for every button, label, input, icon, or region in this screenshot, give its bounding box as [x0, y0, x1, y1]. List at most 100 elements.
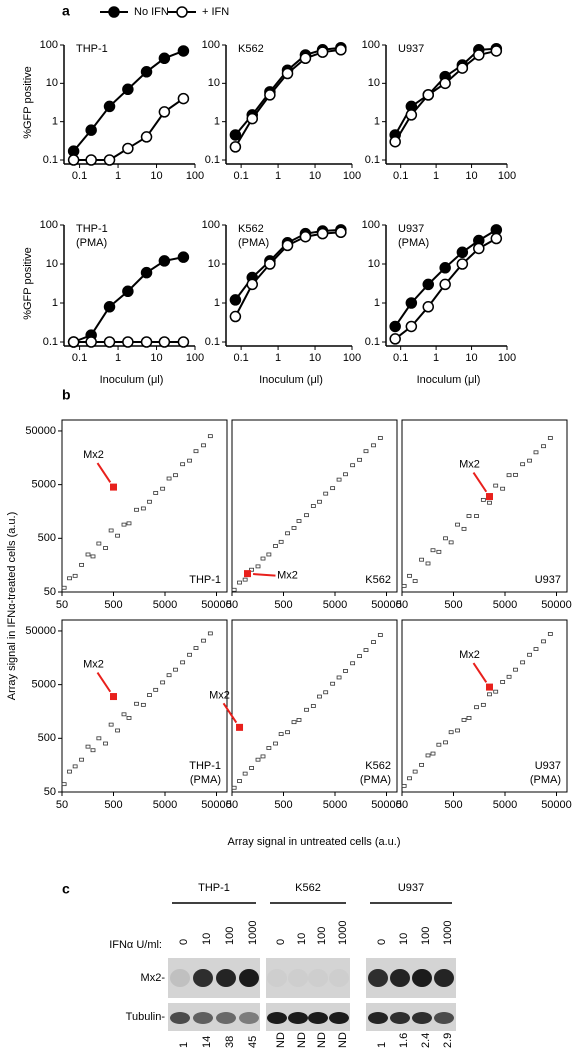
marker [473, 49, 485, 61]
quantification: ND [296, 1032, 308, 1048]
point [436, 549, 442, 554]
marker [229, 141, 242, 153]
x-tick-label: 10 [465, 170, 477, 182]
y-tick-label: 100 [362, 219, 380, 231]
point [207, 434, 213, 439]
point [401, 583, 407, 588]
marker [122, 285, 134, 298]
marker [490, 232, 503, 245]
marker [264, 89, 276, 101]
point [296, 519, 302, 523]
point [377, 436, 383, 440]
x-tick-label: 100 [186, 352, 204, 364]
x-tick-label: 500 [444, 599, 462, 611]
plot-title: THP-1 [76, 223, 108, 235]
marker [490, 45, 503, 57]
x-tick-label: 50000 [371, 599, 402, 611]
marker [405, 297, 418, 309]
point [520, 660, 526, 665]
x-tick-label: 10 [465, 352, 477, 364]
marker [389, 320, 401, 333]
legend-marker [176, 6, 188, 18]
point [480, 702, 486, 707]
plot-title: U937 [398, 43, 424, 55]
y-tick-label: 0.1 [43, 154, 58, 166]
marker [177, 45, 190, 57]
point [207, 631, 213, 636]
y-tick-label: 1 [52, 297, 58, 309]
point [67, 769, 72, 774]
marker [473, 242, 485, 255]
point [304, 513, 309, 518]
y-tick-label: 1 [374, 297, 380, 309]
band [216, 1012, 236, 1024]
point [115, 533, 120, 538]
x-tick-label: 1 [433, 352, 439, 364]
x-tick-label: 50 [56, 599, 68, 611]
quantification: 2.9 [442, 1033, 454, 1048]
point [242, 577, 248, 582]
y-tick-label: 50000 [25, 625, 56, 637]
point [72, 764, 78, 769]
highlight-label: Mx2 [277, 570, 298, 582]
x-tick-label: 100 [498, 170, 516, 182]
plot-title: THP-1 [76, 43, 108, 55]
point [291, 720, 297, 725]
band [434, 969, 454, 987]
x-tick-label: 500 [274, 799, 292, 811]
y-axis-label: %GFP positive [22, 66, 34, 139]
y-tick-label: 5000 [32, 479, 56, 491]
point [237, 580, 242, 585]
x-tick-label: 10 [150, 170, 162, 182]
band [170, 969, 190, 987]
point [317, 499, 322, 504]
dose-label: 10 [398, 933, 410, 945]
point [61, 782, 67, 787]
point [304, 707, 309, 712]
point [260, 754, 266, 759]
dose-label: 1000 [337, 921, 349, 945]
point [108, 528, 114, 533]
highlight-point [236, 723, 244, 731]
band [434, 1012, 454, 1024]
y-tick-label: 50 [44, 786, 56, 798]
point [121, 522, 127, 527]
point [466, 716, 472, 720]
y-axis-label: %GFP positive [22, 247, 34, 320]
highlight-point [485, 493, 493, 501]
band [267, 1012, 287, 1024]
point [533, 450, 539, 455]
x-axis-label: Inoculum (μl) [100, 374, 164, 386]
marker [177, 251, 190, 263]
highlight-point [109, 693, 117, 701]
plot-title: U937 [535, 574, 561, 586]
point [547, 436, 553, 440]
series-line [234, 48, 342, 148]
point [278, 539, 284, 544]
quantification: 14 [201, 1036, 213, 1048]
legend-label: No IFN [134, 6, 169, 18]
point [242, 771, 248, 776]
highlight-point [109, 483, 117, 491]
marker [140, 131, 153, 143]
point [193, 646, 199, 650]
point [296, 718, 302, 722]
highlight-label: Mx2 [83, 449, 104, 461]
plot-title: U937 [535, 760, 561, 772]
highlight-label: Mx2 [459, 649, 480, 661]
point [448, 540, 454, 545]
point [357, 457, 362, 462]
point [363, 648, 369, 652]
point [506, 674, 512, 679]
point [260, 556, 266, 561]
series-line [73, 256, 184, 343]
marker [405, 320, 418, 333]
band [308, 969, 328, 987]
point [330, 681, 336, 686]
plot-title: (PMA) [360, 774, 391, 786]
point [90, 748, 96, 753]
dose-label: 0 [376, 939, 388, 945]
point [90, 554, 96, 559]
point [412, 769, 418, 774]
marker [122, 142, 134, 155]
